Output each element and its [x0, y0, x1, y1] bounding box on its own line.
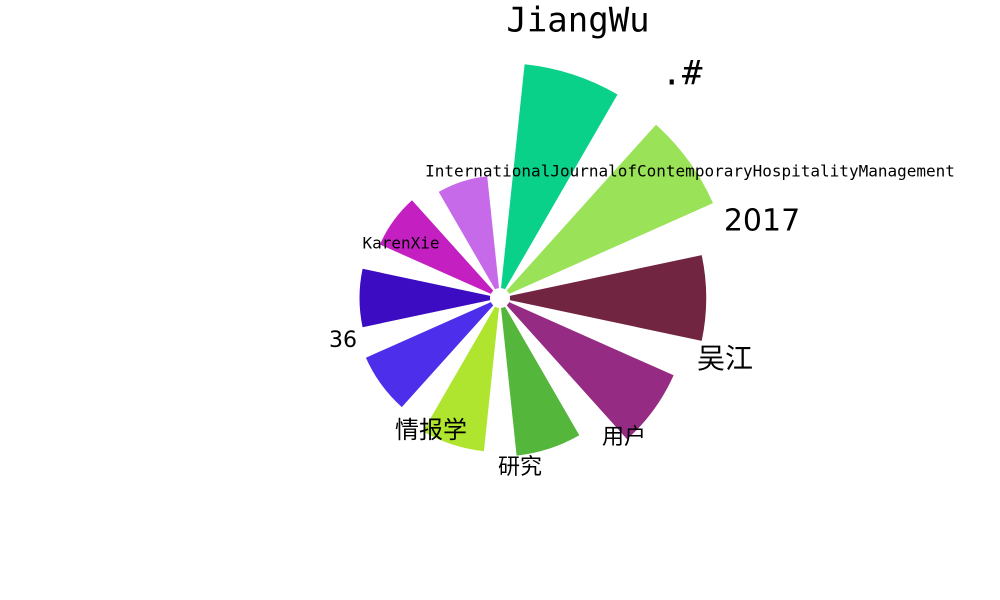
category-label-0: JiangWu	[506, 1, 649, 41]
category-label-9: InternationalJournalofContemporaryHospit…	[425, 162, 955, 181]
category-label-5: 研究	[498, 455, 542, 480]
bar-4	[501, 306, 580, 456]
bar-3	[506, 302, 674, 440]
bar-7	[359, 268, 491, 328]
category-label-3: 吴江	[697, 342, 753, 375]
category-label-8: KarenXie	[362, 234, 439, 253]
bar-8	[379, 200, 494, 294]
category-label-2: 2017	[724, 204, 800, 239]
chart-bars	[359, 64, 713, 456]
bar-6	[365, 302, 494, 408]
bar-9	[438, 176, 499, 290]
category-label-4: 用户	[602, 425, 646, 450]
category-label-6: 情报学	[395, 416, 467, 444]
category-label-7: 36	[329, 328, 357, 353]
bar-0	[501, 64, 618, 290]
bar-1	[506, 124, 713, 294]
bar-2	[509, 255, 707, 341]
bar-5	[423, 306, 499, 452]
category-label-1: .#	[662, 54, 703, 94]
